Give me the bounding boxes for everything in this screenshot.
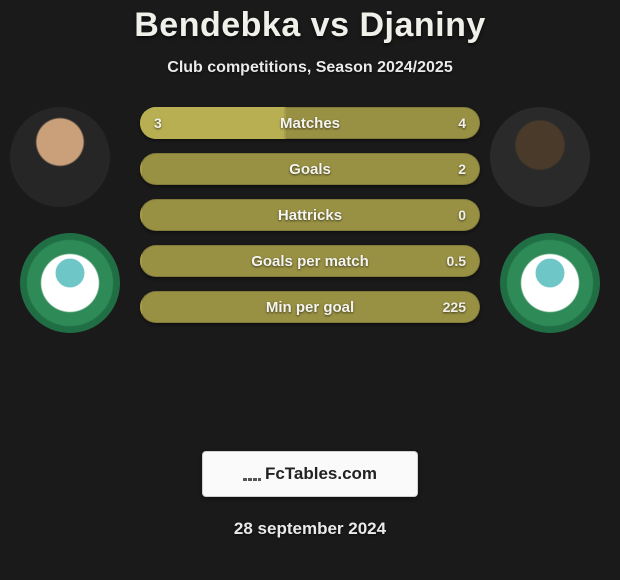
stat-fill-left	[140, 199, 142, 231]
stat-label: Min per goal	[140, 291, 480, 323]
logo-text: FcTables.com	[265, 464, 377, 484]
stat-right-value: 4	[458, 107, 466, 139]
stat-right-value: 0.5	[447, 245, 466, 277]
subtitle: Club competitions, Season 2024/2025	[0, 59, 620, 77]
stat-row-goals-per-match: Goals per match 0.5	[140, 245, 480, 277]
stat-left-value: 3	[154, 107, 162, 139]
shield-icon	[20, 233, 120, 333]
stat-label: Goals	[140, 153, 480, 185]
stat-row-hattricks: Hattricks 0	[140, 199, 480, 231]
comparison-card: Bendebka vs Djaniny Club competitions, S…	[0, 0, 620, 580]
stat-right-value: 2	[458, 153, 466, 185]
stat-fill-left	[140, 291, 142, 323]
stats-list: 3 Matches 4 Goals 2 Hattricks 0 Goals pe…	[140, 107, 480, 323]
stat-label: Goals per match	[140, 245, 480, 277]
stat-fill-left	[140, 153, 142, 185]
stat-row-matches: 3 Matches 4	[140, 107, 480, 139]
stat-fill-left	[140, 245, 142, 277]
club-left-badge	[20, 233, 120, 333]
player-right-avatar	[490, 107, 590, 207]
source-logo: FcTables.com	[202, 451, 418, 497]
content-area: 3 Matches 4 Goals 2 Hattricks 0 Goals pe…	[0, 107, 620, 447]
stat-right-value: 225	[443, 291, 466, 323]
page-title: Bendebka vs Djaniny	[0, 6, 620, 45]
date-label: 28 september 2024	[0, 519, 620, 539]
stat-row-goals: Goals 2	[140, 153, 480, 185]
bars-icon	[243, 467, 261, 481]
stat-right-value: 0	[458, 199, 466, 231]
club-right-badge	[500, 233, 600, 333]
stat-label: Hattricks	[140, 199, 480, 231]
shield-icon	[500, 233, 600, 333]
player-left-avatar	[10, 107, 110, 207]
stat-row-min-per-goal: Min per goal 225	[140, 291, 480, 323]
